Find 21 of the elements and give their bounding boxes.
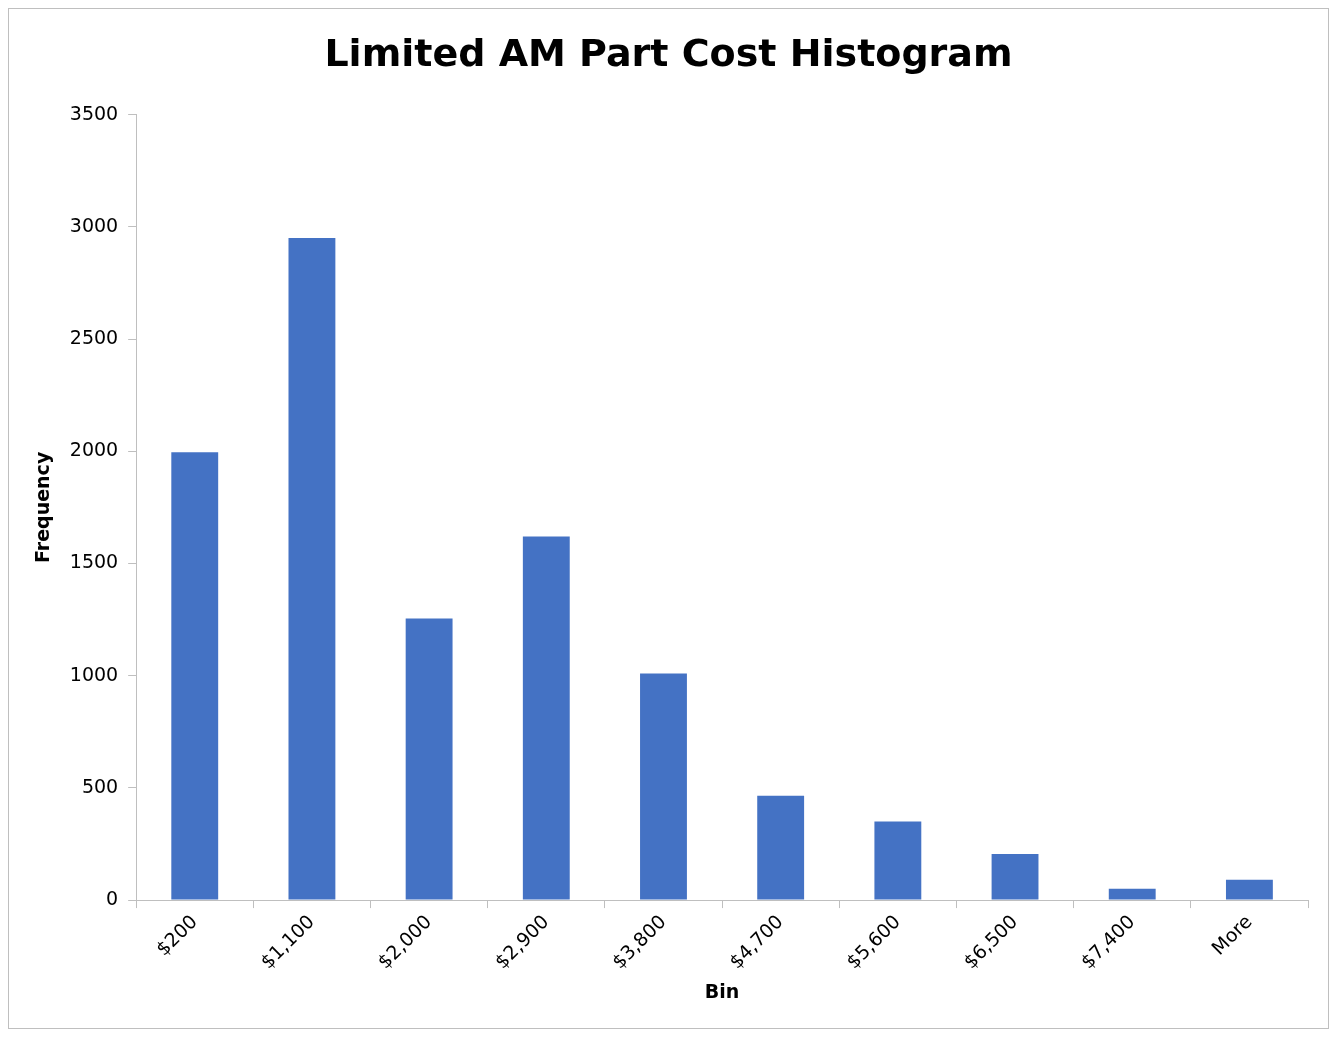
bar [640, 673, 687, 900]
bar [171, 452, 219, 900]
bar [991, 854, 1039, 900]
bar [522, 536, 570, 900]
y-tick-label: 500 [81, 774, 119, 797]
bar [757, 795, 805, 900]
y-tick-label: 0 [106, 887, 119, 910]
bar [874, 821, 922, 900]
bar [1225, 879, 1273, 900]
y-tick-label: 3500 [69, 101, 119, 124]
bar [1108, 888, 1156, 900]
bar [405, 618, 453, 900]
y-tick-label: 3000 [69, 213, 119, 236]
y-tick-label: 2000 [69, 438, 119, 461]
x-axis-title: Bin [704, 979, 740, 1002]
y-tick-label: 1000 [69, 662, 119, 685]
chart-title: Limited AM Part Cost Histogram [324, 30, 1013, 75]
bar [288, 238, 336, 900]
y-tick-label: 1500 [69, 550, 119, 573]
y-axis-title: Frequency [31, 451, 54, 563]
y-tick-label: 2500 [69, 325, 119, 348]
